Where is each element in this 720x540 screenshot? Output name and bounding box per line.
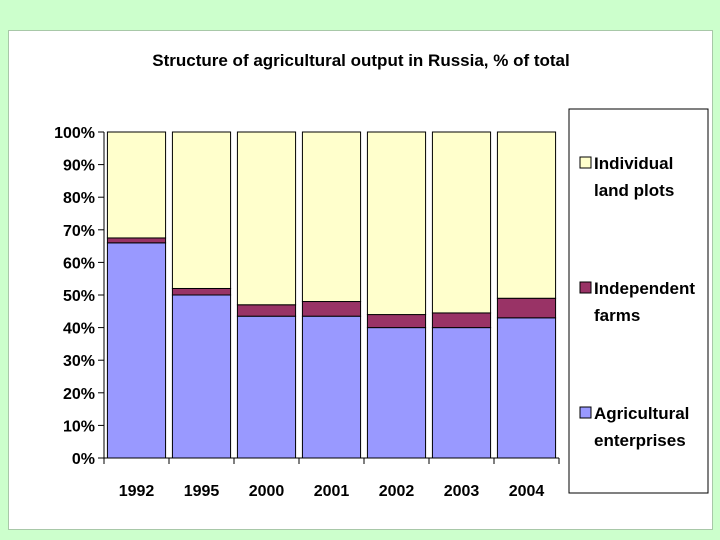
bar-segment-2003-series-2 <box>431 131 492 314</box>
bar-segment-2003-series-0 <box>431 327 492 459</box>
bar-segment-2004-series-2 <box>496 131 557 299</box>
x-tick-label: 2004 <box>509 483 545 500</box>
y-tick-label: 100% <box>54 125 95 142</box>
y-tick-label: 30% <box>63 353 95 370</box>
bar-segment-1992-series-1 <box>106 237 167 244</box>
x-tick-label: 2000 <box>249 483 285 500</box>
plot-area <box>106 131 557 459</box>
x-axis: 1992 1995 2000 2001 2002 2003 2004 <box>103 457 560 500</box>
x-tick-label: 1995 <box>184 483 220 500</box>
legend: Individual land plots Independent farms Agri… <box>568 108 709 494</box>
legend-label: land plots <box>594 181 674 200</box>
y-tick-label: 40% <box>63 321 95 338</box>
legend-swatch <box>579 406 592 419</box>
bar-segment-2001-series-0 <box>301 315 362 459</box>
y-tick-label: 90% <box>63 158 95 175</box>
legend-box <box>568 108 709 494</box>
bar-segment-2003-series-1 <box>431 312 492 329</box>
bar-segment-1995-series-0 <box>171 294 232 459</box>
bar-segment-2000-series-0 <box>236 315 297 459</box>
bar-segment-1992-series-2 <box>106 131 167 239</box>
chart-title: Structure of agricultural output in Russ… <box>152 51 569 70</box>
legend-label: Independent <box>594 279 695 298</box>
bar-segment-2000-series-2 <box>236 131 297 306</box>
bar-segment-1995-series-2 <box>171 131 232 289</box>
bar-segment-2004-series-1 <box>496 297 557 319</box>
bar-segment-1995-series-1 <box>171 287 232 296</box>
y-axis: 0% 10% 20% 30% 40% 50% 60% 70% 80% 90% 100% <box>54 125 105 468</box>
y-tick-label: 50% <box>63 288 95 305</box>
bar-segment-2002-series-2 <box>366 131 427 316</box>
legend-swatch <box>579 281 592 294</box>
x-tick-label: 2001 <box>314 483 350 500</box>
bar-segment-2000-series-1 <box>236 304 297 317</box>
bar-segment-2002-series-1 <box>366 314 427 329</box>
chart-area: Structure of agricultural output in Russ… <box>8 30 713 530</box>
y-tick-label: 80% <box>63 190 95 207</box>
y-tick-label: 60% <box>63 255 95 272</box>
bar-segment-1992-series-0 <box>106 242 167 459</box>
legend-label: Individual <box>594 154 673 173</box>
legend-label: enterprises <box>594 431 686 450</box>
legend-swatch <box>579 156 592 169</box>
legend-label: Agricultural <box>594 404 689 423</box>
legend-label: farms <box>594 306 640 325</box>
stacked-bar-chart: Structure of agricultural output in Russ… <box>54 51 709 500</box>
bar-segment-2001-series-2 <box>301 131 362 303</box>
y-tick-label: 20% <box>63 386 95 403</box>
y-tick-label: 0% <box>72 451 95 468</box>
x-tick-label: 1992 <box>119 483 155 500</box>
y-tick-label: 10% <box>63 418 95 435</box>
y-tick-label: 70% <box>63 223 95 240</box>
bar-segment-2001-series-1 <box>301 301 362 317</box>
bar-segment-2004-series-0 <box>496 317 557 459</box>
bar-segment-2002-series-0 <box>366 327 427 459</box>
x-tick-label: 2003 <box>444 483 480 500</box>
x-tick-label: 2002 <box>379 483 415 500</box>
